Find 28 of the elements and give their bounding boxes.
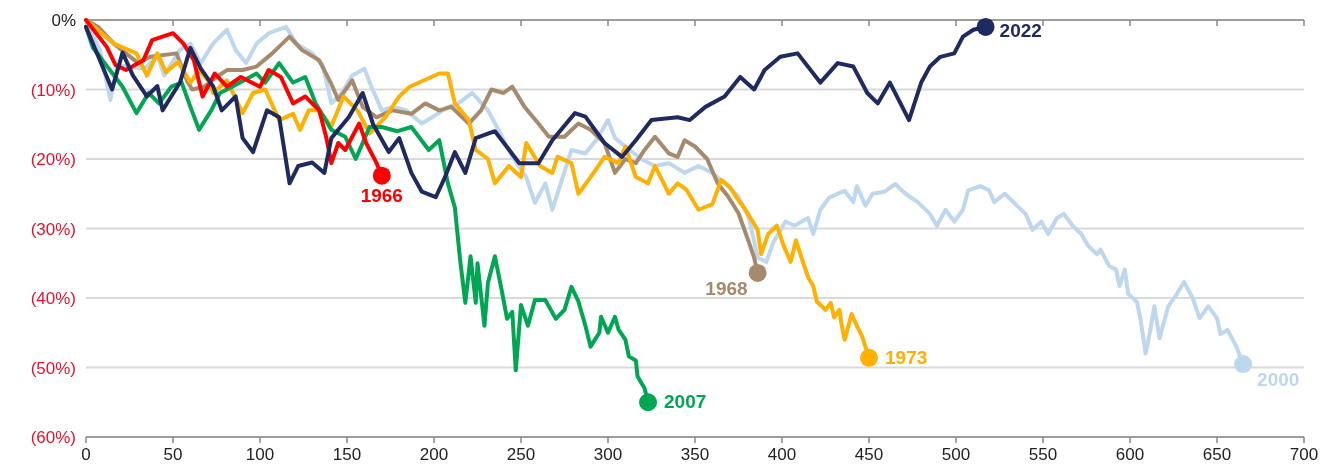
x-tick-label: 500 <box>941 445 971 464</box>
y-tick-label: (60%) <box>30 428 76 447</box>
x-tick-label: 650 <box>1202 445 1232 464</box>
series-label: 1968 <box>705 277 748 299</box>
x-tick-label: 50 <box>163 445 183 464</box>
x-tick-label: 550 <box>1028 445 1058 464</box>
y-tick-label: (10%) <box>30 80 76 100</box>
y-tick-label: 0% <box>51 11 76 30</box>
series-label: 1966 <box>360 184 403 206</box>
x-tick-label: 400 <box>767 445 797 464</box>
x-tick-label: 100 <box>245 445 275 464</box>
y-tick-label: (40%) <box>30 289 76 308</box>
x-tick-label: 150 <box>332 445 362 464</box>
series-label: 1973 <box>885 346 928 368</box>
y-tick-label: (50%) <box>30 358 76 378</box>
y-tick-label: (30%) <box>30 219 76 239</box>
x-tick-label: 700 <box>1289 445 1319 464</box>
x-tick-label: 350 <box>680 445 710 464</box>
series-label: 2022 <box>999 19 1042 41</box>
x-tick-label: 0 <box>81 445 91 464</box>
x-tick-label: 200 <box>419 445 449 464</box>
x-tick-label: 600 <box>1115 445 1145 464</box>
x-tick-label: 250 <box>506 445 536 464</box>
x-tick-label: 450 <box>854 445 884 464</box>
series-label: 2000 <box>1257 369 1300 391</box>
series-label: 2007 <box>664 391 707 413</box>
x-tick-label: 300 <box>593 445 623 464</box>
y-tick-label: (20%) <box>30 150 76 169</box>
